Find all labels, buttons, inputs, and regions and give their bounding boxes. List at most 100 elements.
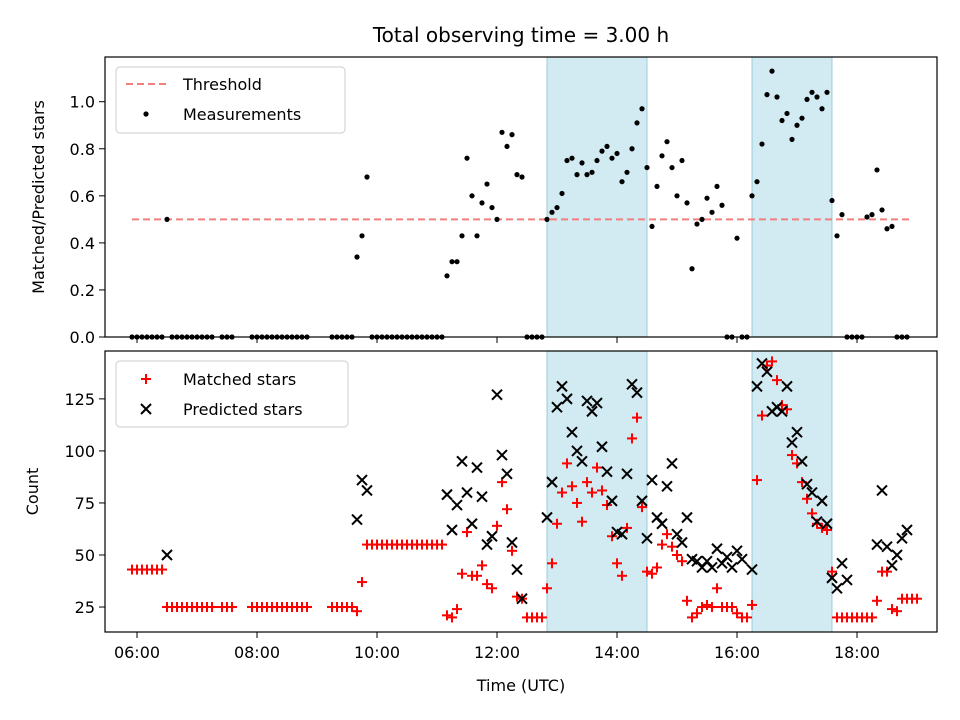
predicted-star-point	[606, 495, 618, 507]
y-tick-label: 0.8	[70, 140, 95, 159]
matched-star-point	[787, 450, 797, 461]
predicted-star-point	[351, 513, 363, 526]
matched-star-point	[442, 610, 452, 621]
shaded-interval	[751, 56, 833, 338]
predicted-star-point	[781, 380, 793, 393]
predicted-star-point	[831, 582, 843, 594]
measurement-point	[814, 94, 820, 100]
predicted-x-b	[596, 441, 608, 453]
predicted-x-b	[481, 538, 493, 551]
measurement-point	[734, 235, 740, 241]
matched-star-point	[617, 570, 627, 581]
predicted-x-b	[796, 455, 808, 468]
predicted-star-point	[646, 474, 658, 486]
predicted-star-point	[551, 401, 563, 413]
y-axis-label: Matched/Predicted stars	[29, 100, 48, 294]
predicted-x-b	[471, 461, 483, 474]
measurement-point	[889, 223, 895, 230]
predicted-star-point	[631, 386, 643, 399]
x-tick-label: 16:00	[714, 643, 760, 662]
matched-star-point	[697, 602, 707, 613]
matched-star-point	[827, 566, 837, 577]
predicted-star-point	[626, 378, 638, 391]
measurement-point	[789, 136, 795, 142]
predicted-star-point	[456, 455, 468, 468]
y-tick-label: 1.0	[70, 93, 95, 112]
predicted-star-point	[806, 486, 818, 499]
predicted-x-b	[721, 551, 733, 563]
predicted-star-point	[891, 549, 903, 561]
predicted-star-point	[671, 528, 683, 540]
predicted-x-b	[706, 561, 718, 574]
matched-star-point	[637, 502, 647, 513]
measurement-point	[704, 195, 710, 201]
y-tick-label: 100	[64, 442, 95, 461]
predicted-star-point	[481, 538, 493, 551]
matched-star-point	[742, 612, 752, 623]
measurement-point	[824, 89, 830, 95]
predicted-star-point	[776, 405, 788, 418]
measurement-point	[599, 148, 605, 154]
top-axes-frame	[104, 56, 938, 338]
predicted-star-point	[471, 461, 483, 474]
matched-star-point	[662, 529, 672, 540]
measurement-point	[364, 174, 370, 180]
predicted-x-b	[821, 518, 833, 530]
predicted-x-b	[666, 457, 678, 470]
matched-star-point	[557, 487, 567, 498]
legend-measurements-label: Measurements	[183, 105, 301, 124]
predicted-x-b	[786, 436, 798, 449]
measurement-point	[494, 216, 500, 222]
matched-star-point	[612, 558, 622, 569]
predicted-x-b	[551, 401, 563, 413]
predicted-x-b	[486, 530, 498, 542]
predicted-x-b	[876, 484, 888, 497]
predicted-star-point	[746, 563, 758, 576]
measurement-point	[444, 273, 450, 279]
predicted-x-b	[641, 532, 653, 545]
predicted-star-point	[591, 397, 603, 409]
predicted-star-point	[596, 441, 608, 453]
legend-box	[115, 66, 346, 134]
matched-star-point	[357, 577, 367, 588]
matched-star-point	[667, 541, 677, 552]
measurement-point	[674, 193, 680, 199]
predicted-star-point	[796, 455, 808, 468]
measurement-point	[629, 146, 635, 152]
matched-star-point	[487, 583, 497, 594]
predicted-x-b	[576, 455, 588, 468]
predicted-star-point	[676, 536, 688, 549]
measurement-point	[484, 181, 490, 187]
matched-star-point	[587, 487, 597, 498]
legend-threshold-label: Threshold	[182, 75, 262, 94]
predicted-star-point	[601, 466, 613, 478]
matched-star-point	[537, 612, 547, 623]
shaded-interval	[546, 350, 648, 633]
predicted-x-b	[586, 405, 598, 418]
measurement-point	[584, 172, 590, 178]
predicted-x-b	[496, 449, 508, 461]
measurement-point	[644, 164, 650, 171]
matched-star-point	[572, 497, 582, 508]
legend-measurements-swatch	[143, 111, 149, 117]
matched-star-point	[912, 593, 922, 604]
predicted-x-b	[806, 486, 818, 499]
legend-matched-swatch	[141, 374, 151, 384]
matched-star-point	[802, 493, 812, 504]
predicted-star-point	[546, 476, 558, 488]
predicted-star-point	[571, 445, 583, 457]
matched-star-point	[882, 566, 892, 577]
predicted-star-point	[731, 545, 743, 557]
predicted-x-b	[831, 582, 843, 594]
matched-star-point	[702, 599, 712, 610]
matched-star-point	[892, 606, 902, 617]
predicted-star-point	[476, 490, 488, 503]
legend-predicted-swatch	[140, 403, 152, 415]
matched-star-point	[642, 566, 652, 577]
matched-star-point	[707, 602, 717, 613]
matched-star-point	[657, 539, 667, 550]
measurement-point	[354, 254, 360, 260]
predicted-star-point	[561, 393, 573, 405]
predicted-star-point	[656, 518, 668, 530]
predicted-x-b	[701, 555, 713, 567]
